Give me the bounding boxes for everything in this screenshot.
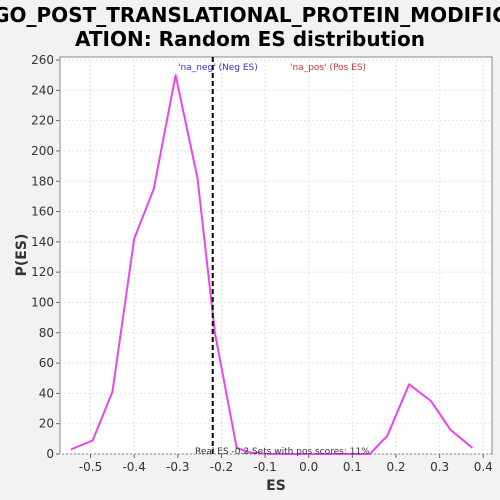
es-distribution-line (70, 74, 474, 455)
y-tick-label: 120 (31, 265, 54, 279)
x-tick-label: 0.1 (343, 460, 362, 474)
axis-ticks: 0 20 40 60 80 100 120 140 160 180 200 220 240 260 -0.5… (31, 53, 493, 474)
chart-title-line-2: ATION: Random ES distribution (75, 27, 425, 51)
y-tick-label: 0 (46, 447, 54, 461)
y-tick-label: 160 (31, 205, 54, 219)
series-layer (70, 57, 474, 455)
plot-area (59, 56, 493, 455)
y-tick-label: 200 (31, 144, 54, 158)
y-tick-label: 80 (39, 326, 54, 340)
x-tick-label: 0.3 (430, 460, 449, 474)
legend-pos-es: 'na_pos' (Pos ES) (290, 63, 366, 73)
y-tick-label: 40 (39, 386, 54, 400)
chart-title-line-1: GO_POST_TRANSLATIONAL_PROTEIN_MODIFIC (0, 3, 500, 27)
y-tick-label: 140 (31, 235, 54, 249)
x-tick-label: -0.2 (210, 460, 233, 474)
x-axis-label: ES (266, 478, 286, 494)
real-es-annotation: Real ES -0.2 Sets with pos scores: 11% (195, 447, 370, 457)
y-axis-label: P(ES) (14, 234, 30, 277)
legend-neg-es: 'na_neg' (Neg ES) (178, 63, 258, 73)
x-tick-label: -0.1 (253, 460, 276, 474)
y-tick-label: 60 (39, 356, 54, 370)
y-tick-label: 220 (31, 114, 54, 128)
x-tick-label: 0.4 (474, 460, 493, 474)
x-tick-label: 0.2 (386, 460, 405, 474)
x-tick-label: -0.4 (122, 460, 145, 474)
grid (60, 57, 492, 455)
y-tick-label: 240 (31, 83, 54, 97)
x-tick-label: -0.3 (166, 460, 189, 474)
y-tick-label: 20 (39, 417, 54, 431)
y-tick-label: 180 (31, 174, 54, 188)
y-tick-label: 100 (31, 295, 54, 309)
x-tick-label: 0.0 (299, 460, 318, 474)
y-tick-label: 260 (31, 53, 54, 67)
x-tick-label: -0.5 (79, 460, 102, 474)
